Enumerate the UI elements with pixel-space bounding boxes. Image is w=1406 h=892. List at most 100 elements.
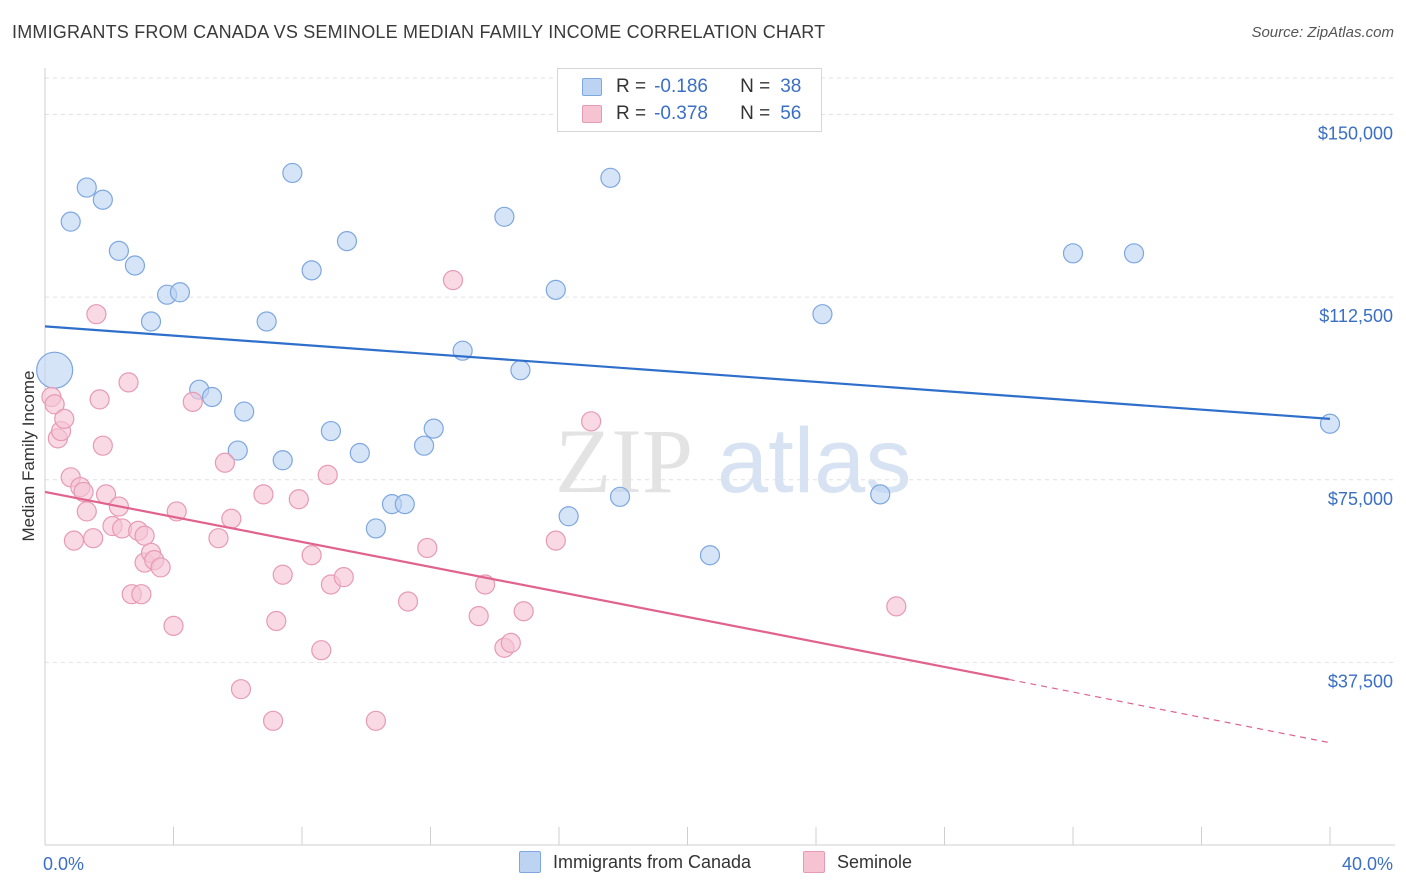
point-canada [1123, 243, 1145, 264]
point-canada [812, 304, 833, 325]
legend-r-label: R = [616, 76, 647, 97]
point-seminole [513, 601, 534, 622]
legend-r-value: -0.378 [654, 103, 708, 124]
trend-lines [44, 325, 1331, 744]
point-canada [699, 545, 721, 566]
point-canada [558, 506, 579, 527]
point-seminole [182, 391, 203, 412]
point-seminole [311, 640, 332, 661]
point-seminole [475, 574, 496, 595]
y-tick-label: $75,000 [1328, 489, 1393, 509]
legend-row-canada: R = -0.186 N = 38 [582, 75, 801, 99]
point-canada [256, 311, 277, 332]
point-seminole [54, 408, 75, 429]
correlation-legend: R = -0.186 N = 38 R = -0.378 N = 56 [557, 68, 822, 132]
point-canada [169, 282, 191, 303]
legend-swatch-seminole [582, 105, 602, 123]
point-seminole [221, 508, 242, 529]
legend-r-label: R = [616, 103, 647, 124]
point-canada [36, 351, 74, 389]
x-tick-label-max: 40.0% [1342, 854, 1393, 874]
point-canada [301, 260, 322, 281]
data-points [36, 162, 1341, 731]
point-seminole [500, 632, 521, 654]
point-canada [140, 311, 162, 332]
chart-title: IMMIGRANTS FROM CANADA VS SEMINOLE MEDIA… [12, 22, 826, 42]
x-tick-label-min: 0.0% [43, 854, 84, 874]
point-seminole [365, 710, 386, 731]
point-seminole [44, 394, 65, 415]
point-canada [494, 206, 515, 227]
point-seminole [92, 435, 113, 456]
gridlines [45, 77, 1395, 663]
point-seminole [83, 528, 104, 549]
point-seminole [301, 545, 322, 566]
point-seminole [288, 489, 309, 510]
point-canada [1062, 243, 1084, 264]
point-canada [227, 440, 248, 461]
point-seminole [317, 464, 338, 485]
point-seminole [89, 389, 110, 410]
legend-n-label: N = [740, 76, 771, 97]
point-seminole [266, 610, 287, 632]
point-seminole [131, 584, 152, 605]
point-canada [349, 442, 370, 464]
point-canada [76, 177, 97, 198]
legend-marker-seminole [803, 851, 825, 873]
legend-marker-canada [519, 851, 541, 873]
point-canada [336, 231, 358, 252]
legend-n-label: N = [740, 103, 771, 124]
point-seminole [581, 411, 602, 432]
point-canada [108, 240, 129, 261]
point-canada [600, 167, 621, 188]
y-tick-label: $37,500 [1328, 671, 1393, 691]
point-seminole [134, 525, 155, 546]
source-label: Source: ZipAtlas.com [1251, 24, 1394, 41]
legend-row-seminole: R = -0.378 N = 56 [582, 102, 801, 126]
point-seminole [262, 710, 284, 731]
trend-line-seminole [44, 490, 1009, 681]
legend-n-value: 38 [780, 76, 802, 97]
point-canada [545, 279, 566, 300]
point-canada [413, 435, 435, 456]
point-canada [282, 162, 303, 184]
point-seminole [63, 530, 85, 551]
legend-label-canada: Immigrants from Canada [553, 851, 752, 872]
legend-label-seminole: Seminole [837, 851, 913, 872]
point-canada [394, 494, 415, 515]
point-seminole [150, 557, 171, 578]
point-seminole [118, 372, 139, 393]
point-seminole [886, 596, 907, 617]
point-seminole [86, 304, 107, 325]
point-seminole [214, 452, 235, 473]
legend-r-value: -0.186 [654, 76, 708, 97]
point-seminole [253, 484, 274, 505]
point-seminole [397, 591, 419, 612]
legend-swatch-canada [582, 78, 602, 96]
legend-item-seminole[interactable]: Seminole [803, 851, 912, 873]
y-tick-label: $150,000 [1318, 124, 1393, 144]
point-canada [423, 418, 444, 439]
point-seminole [73, 481, 94, 503]
legend-item-canada[interactable]: Immigrants from Canada [519, 851, 751, 873]
y-tick-label: $112,500 [1319, 306, 1393, 326]
point-canada [92, 189, 113, 210]
point-canada [510, 360, 531, 381]
point-seminole [272, 564, 293, 585]
tick-labels: $37,500 $75,000 $112,500 $150,000 0.0% 40.0% [43, 124, 1393, 874]
point-canada [124, 255, 146, 276]
trend-line-canada [44, 325, 1331, 420]
point-seminole [163, 615, 184, 636]
point-canada [609, 486, 631, 507]
point-canada [201, 386, 223, 408]
trend-line-seminole-extension [1008, 678, 1331, 744]
watermark: ZIP atlas [555, 410, 911, 512]
point-canada [272, 450, 293, 471]
legend-n-value: 56 [780, 103, 802, 124]
point-canada [234, 401, 255, 422]
point-canada [1319, 413, 1341, 434]
point-canada [365, 518, 386, 539]
point-seminole [417, 537, 438, 559]
point-canada [60, 211, 81, 232]
